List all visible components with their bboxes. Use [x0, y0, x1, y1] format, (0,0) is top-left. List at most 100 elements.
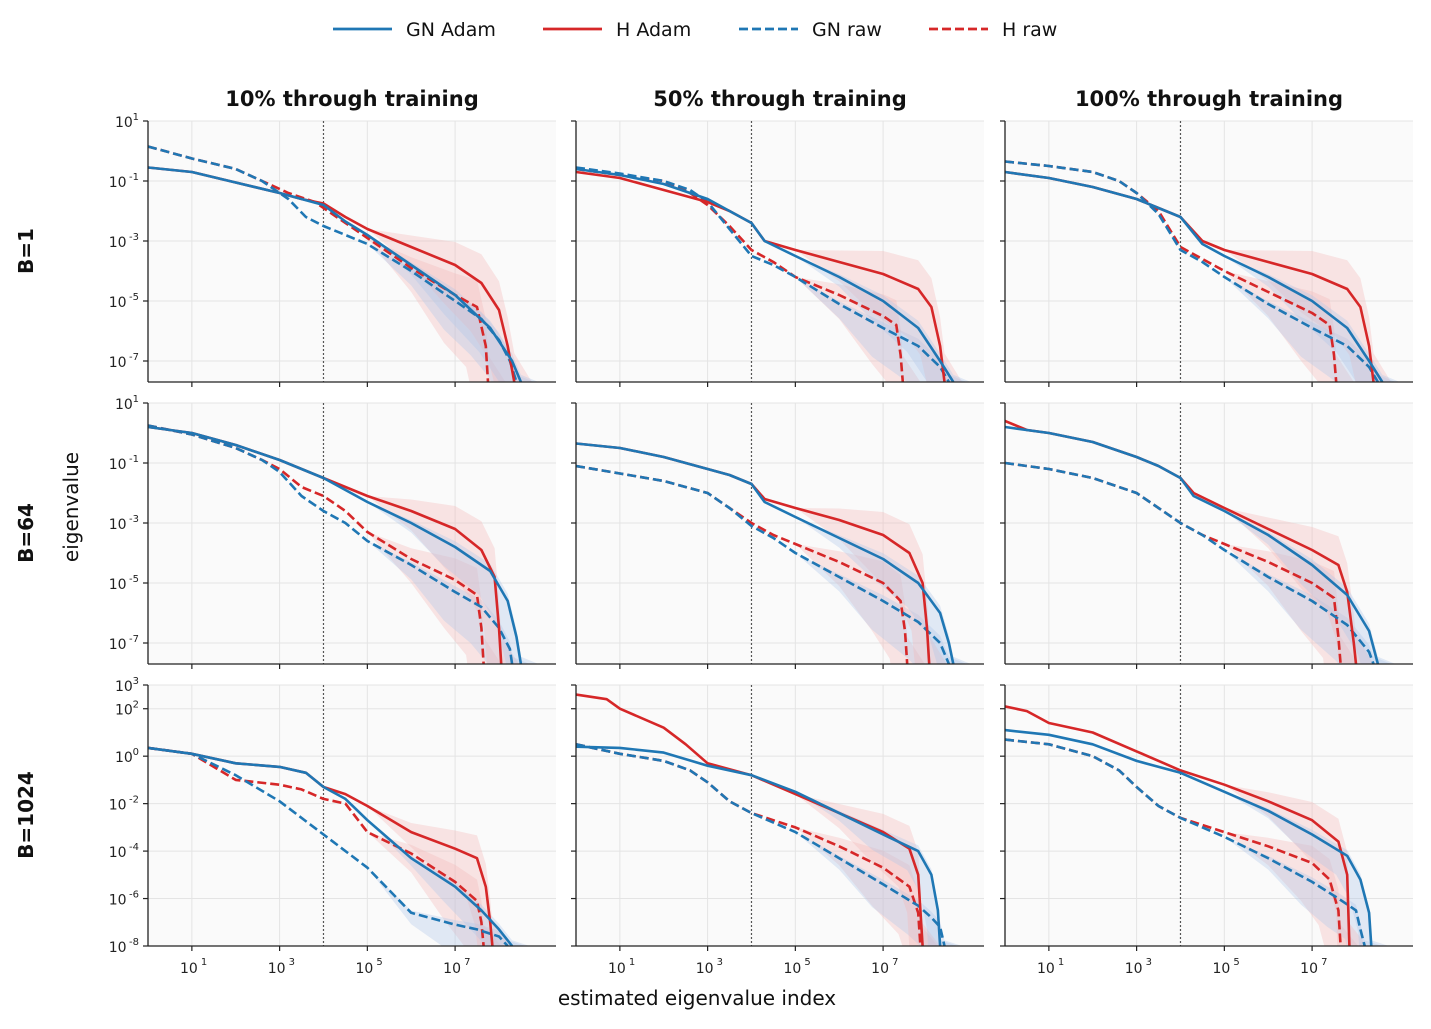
series-h-adam [1005, 705, 1351, 946]
panel-r1-c1 [571, 402, 984, 669]
panel-r0-c0: 110-110-310-510-710 [109, 112, 556, 387]
x-tick-label: 10 [1300, 961, 1318, 977]
series-gn-raw [148, 424, 514, 664]
band-gn-adam [576, 443, 971, 664]
band-h-raw [1005, 463, 1359, 664]
band-gn-raw [1005, 739, 1383, 946]
band-h-raw [576, 744, 938, 946]
uncertainty-bands [148, 146, 539, 382]
series-gn-adam [1005, 170, 1384, 382]
x-tick-label: 10 [443, 961, 461, 977]
band-h-raw [576, 169, 921, 382]
x-tick-label-exponent: 7 [1321, 957, 1327, 968]
series-gn-adam [576, 442, 955, 664]
band-h-adam [576, 694, 941, 946]
x-tick-label: 10 [783, 961, 801, 977]
series-gn-adam [1005, 728, 1373, 946]
panel-background [148, 403, 556, 664]
panel-grid: 110-110-310-510-710110-110-310-510-71010… [109, 112, 1413, 977]
band-h-raw [1005, 739, 1359, 946]
band-gn-adam [576, 169, 971, 382]
row-label-b64: B=64 [14, 503, 38, 563]
y-tick-label-exponent: -1 [129, 172, 139, 183]
series-lines [576, 693, 946, 946]
series-lines [148, 746, 514, 946]
series-gn-raw [148, 746, 509, 946]
band-h-adam [148, 427, 519, 664]
y-tick-label: 10 [109, 295, 127, 311]
legend-entry-gn-adam: GN Adam [333, 19, 496, 41]
band-h-adam [1005, 421, 1374, 664]
band-h-raw [576, 466, 925, 664]
band-h-adam [148, 747, 510, 946]
series-lines [1005, 160, 1384, 382]
x-tick-label: 10 [268, 961, 286, 977]
x-tick-label-exponent: 7 [464, 957, 470, 968]
y-tick-label: 10 [109, 577, 127, 593]
band-h-raw [148, 747, 502, 946]
uncertainty-bands [576, 694, 963, 946]
x-tick-label-exponent: 1 [1058, 957, 1064, 968]
y-tick-label: 10 [109, 235, 127, 251]
series-lines [148, 145, 523, 382]
y-tick-label-exponent: -1 [129, 454, 139, 465]
series-gn-adam [1005, 425, 1380, 664]
y-tick-label-exponent: 3 [133, 676, 139, 687]
y-tick-label-exponent: -7 [129, 352, 139, 363]
band-h-adam [576, 172, 963, 382]
series-lines [1005, 419, 1380, 664]
legend-entry-h-adam: H Adam [543, 19, 691, 41]
panel-r1-c0: 110-110-310-510-710 [109, 394, 556, 669]
panel-r0-c2 [1000, 120, 1413, 387]
x-tick-label: 10 [180, 961, 198, 977]
x-tick-label: 10 [696, 961, 714, 977]
panel-background [1005, 403, 1413, 664]
band-h-adam [148, 167, 532, 382]
band-gn-raw [576, 744, 963, 946]
x-tick-label: 10 [1125, 961, 1143, 977]
series-gn-adam [148, 166, 523, 382]
y-tick-label: 10 [115, 115, 133, 131]
y-tick-label: 10 [109, 893, 127, 909]
x-tick-label: 10 [871, 961, 889, 977]
legend: GN Adam H Adam GN raw H raw [333, 19, 1057, 41]
series-lines [576, 166, 955, 382]
legend-label: GN raw [812, 19, 882, 41]
series-gn-raw [576, 166, 951, 382]
band-h-raw [148, 146, 506, 382]
y-tick-label: 10 [109, 845, 127, 861]
band-gn-adam [1005, 427, 1396, 664]
y-tick-label-exponent: 2 [133, 700, 139, 711]
series-gn-raw [576, 464, 951, 664]
band-gn-adam [1005, 730, 1389, 946]
legend-label: H Adam [616, 19, 691, 41]
y-tick-label-exponent: -2 [129, 795, 139, 806]
x-tick-label: 10 [355, 961, 373, 977]
y-tick-label-exponent: -5 [129, 292, 139, 303]
y-tick-label-exponent: -7 [129, 634, 139, 645]
column-title-100: 100% through training [1075, 87, 1343, 111]
band-gn-adam [148, 167, 539, 382]
series-gn-raw [1005, 738, 1366, 946]
band-gn-raw [1005, 463, 1392, 664]
band-gn-adam [1005, 172, 1400, 382]
band-gn-adam [148, 427, 539, 664]
row-label-b1: B=1 [14, 228, 38, 274]
series-h-adam [576, 170, 946, 382]
legend-entry-gn-raw: GN raw [739, 19, 882, 41]
x-tick-label-exponent: 3 [717, 957, 723, 968]
y-tick-label: 10 [115, 679, 133, 695]
panel-background [1005, 121, 1413, 382]
series-gn-adam [576, 167, 955, 382]
y-tick-label: 10 [115, 750, 133, 766]
series-h-raw [148, 746, 485, 946]
y-tick-label: 10 [109, 355, 127, 371]
y-tick-label: 10 [109, 637, 127, 653]
y-tick-label: 10 [109, 457, 127, 473]
row-label-b1024: B=1024 [14, 771, 38, 859]
series-lines [576, 442, 955, 664]
y-tick-label: 10 [109, 517, 127, 533]
y-tick-label: 10 [109, 798, 127, 814]
y-tick-label-exponent: 1 [133, 394, 139, 405]
